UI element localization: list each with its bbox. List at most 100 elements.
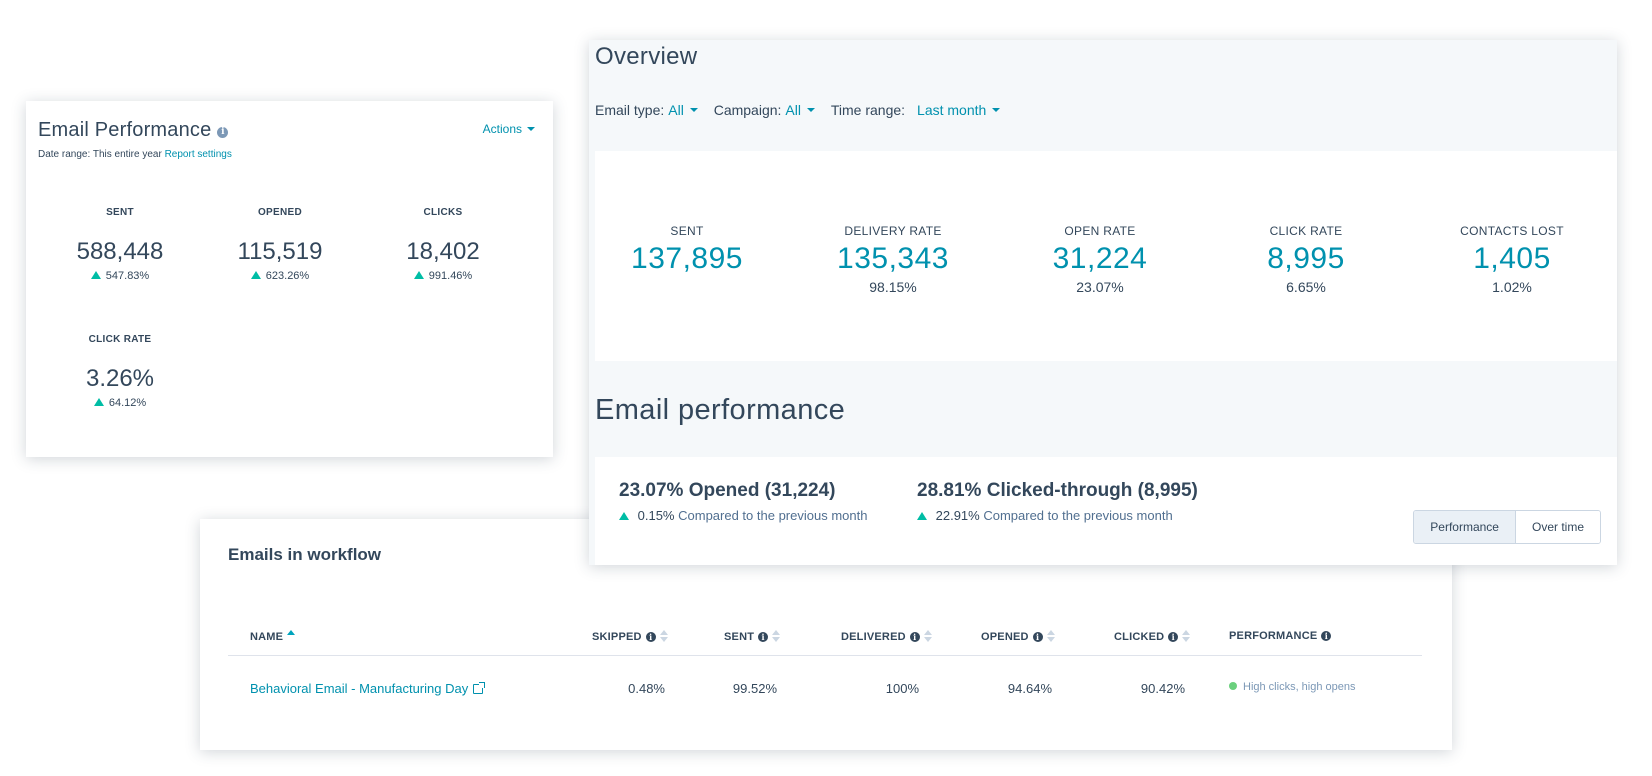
metric-label: SENT: [670, 224, 704, 238]
metric-change: 991.46%: [361, 270, 525, 282]
email-performance-title: Email Performance i: [38, 119, 229, 142]
date-range-value: This entire year: [92, 149, 162, 160]
email-performance-card: Email Performance i Actions Date range: T…: [26, 101, 553, 457]
sort-icon[interactable]: [772, 630, 781, 642]
metric-label: OPENED: [257, 207, 303, 218]
triangle-up-icon: [619, 512, 629, 520]
filter-value[interactable]: All: [785, 102, 801, 118]
cell-clicked: 90.42%: [1140, 681, 1185, 696]
filter-value[interactable]: All: [668, 102, 684, 118]
metric-opened: OPENED 115,519 623.26%: [198, 207, 362, 282]
summary-headline: 28.81% Clicked-through (8,995): [917, 480, 1198, 501]
opened-summary: 23.07% Opened (31,224) 0.15% Compared to…: [619, 480, 867, 523]
column-header-label: PERFORMANCE: [1229, 630, 1318, 642]
metric-value: 1,405: [1473, 242, 1551, 275]
triangle-up-icon: [90, 271, 101, 279]
metric-percent: 23.07%: [1076, 279, 1124, 295]
report-settings-link[interactable]: Report settings: [164, 149, 232, 160]
filter-email-type[interactable]: Email type: All: [595, 102, 698, 118]
column-header-performance: PERFORMANCE i: [1229, 630, 1332, 642]
column-header-opened[interactable]: OPENED i: [981, 630, 1055, 643]
workflow-title: Emails in workflow: [228, 545, 382, 564]
column-header-delivered[interactable]: DELIVERED i: [841, 630, 932, 643]
info-icon[interactable]: i: [217, 127, 229, 138]
metric-change-value: 64.12%: [108, 397, 147, 409]
triangle-up-icon: [93, 398, 104, 406]
info-icon[interactable]: i: [1168, 632, 1179, 642]
info-icon[interactable]: i: [1321, 631, 1332, 641]
date-range: Date range: This entire year Report sett…: [38, 149, 232, 160]
metric-sent: SENT 588,448 547.83%: [38, 207, 202, 282]
info-icon[interactable]: i: [909, 632, 920, 642]
column-header-label: NAME: [250, 631, 284, 643]
sort-icon[interactable]: [1046, 630, 1055, 642]
filter-label: Email type:: [595, 102, 665, 118]
info-icon[interactable]: i: [758, 632, 769, 642]
email-name-link[interactable]: Behavioral Email - Manufacturing Day: [250, 681, 486, 696]
caret-down-icon: [689, 108, 698, 112]
overview-metrics-panel: SENT 137,895 DELIVERY RATE 135,343 98.15…: [595, 151, 1617, 361]
overview-card: Overview Email type: All Campaign: All Tim…: [589, 40, 1617, 565]
triangle-up-icon: [250, 271, 261, 279]
sort-icon[interactable]: [1182, 630, 1191, 642]
summary-delta: 22.91%: [935, 508, 980, 523]
filter-label: Campaign:: [713, 102, 782, 118]
metric-label: CLICKS: [423, 207, 463, 218]
sort-icon[interactable]: [923, 630, 932, 642]
column-header-label: SENT: [724, 631, 755, 643]
summary-delta: 0.15%: [637, 508, 675, 523]
filter-time-range[interactable]: Time range: Last month: [830, 102, 1001, 118]
email-performance-section-title: Email performance: [595, 394, 846, 426]
column-header-clicked[interactable]: CLICKED i: [1114, 630, 1191, 643]
actions-dropdown[interactable]: Actions: [483, 122, 535, 136]
table-divider: [228, 655, 1422, 656]
info-icon[interactable]: i: [645, 632, 656, 642]
metric-value: 31,224: [1052, 242, 1148, 275]
performance-indicator: High clicks, high opens: [1229, 681, 1356, 693]
metric-label: CLICK RATE: [88, 334, 152, 345]
column-header-name[interactable]: NAME: [250, 630, 296, 643]
caret-down-icon: [527, 127, 535, 131]
metric-change-value: 991.46%: [428, 270, 473, 282]
filter-bar: Email type: All Campaign: All Time range: L…: [595, 102, 1012, 118]
metric-change-value: 623.26%: [265, 270, 310, 282]
metric-percent: 98.15%: [869, 279, 917, 295]
filter-value[interactable]: Last month: [917, 102, 987, 118]
info-icon[interactable]: i: [1032, 632, 1043, 642]
triangle-up-icon: [413, 271, 424, 279]
overview-metric-sent: SENT 137,895: [592, 224, 782, 279]
filter-label: Time range:: [830, 102, 906, 118]
summary-comparison: 0.15% Compared to the previous month: [619, 508, 867, 523]
caret-down-icon: [806, 108, 815, 112]
metric-label: CONTACTS LOST: [1460, 224, 1564, 238]
metric-percent: 6.65%: [1286, 279, 1326, 295]
over-time-toggle-button[interactable]: Over time: [1515, 511, 1600, 543]
performance-toggle-button[interactable]: Performance: [1414, 511, 1516, 543]
sort-icon[interactable]: [287, 630, 296, 642]
metric-label: DELIVERY RATE: [844, 224, 942, 238]
sort-icon[interactable]: [659, 630, 668, 642]
metric-label: OPEN RATE: [1064, 224, 1136, 238]
metric-change: 623.26%: [198, 270, 362, 282]
metric-value: 588,448: [76, 238, 164, 265]
status-dot-icon: [1229, 682, 1237, 690]
column-header-skipped[interactable]: SKIPPED i: [592, 630, 668, 643]
metric-value: 8,995: [1267, 242, 1345, 275]
cell-opened: 94.64%: [1007, 681, 1052, 696]
overview-metric-open-rate: OPEN RATE 31,224 23.07%: [1005, 224, 1195, 295]
metric-change: 547.83%: [38, 270, 202, 282]
external-link-icon[interactable]: [473, 682, 486, 694]
metric-label: CLICK RATE: [1269, 224, 1343, 238]
filter-campaign[interactable]: Campaign: All: [714, 102, 815, 118]
summary-comparison: 22.91% Compared to the previous month: [917, 508, 1198, 523]
email-name: Behavioral Email - Manufacturing Day: [250, 681, 469, 696]
overview-metric-click-rate: CLICK RATE 8,995 6.65%: [1211, 224, 1401, 295]
cell-sent: 99.52%: [732, 681, 777, 696]
performance-label: High clicks, high opens: [1243, 681, 1356, 693]
overview-title: Overview: [595, 43, 698, 70]
metric-percent: 1.02%: [1492, 279, 1532, 295]
column-header-sent[interactable]: SENT i: [724, 630, 781, 643]
cell-skipped: 0.48%: [628, 681, 665, 696]
summary-headline: 23.07% Opened (31,224): [619, 480, 836, 501]
email-performance-title-text: Email Performance: [38, 119, 212, 141]
